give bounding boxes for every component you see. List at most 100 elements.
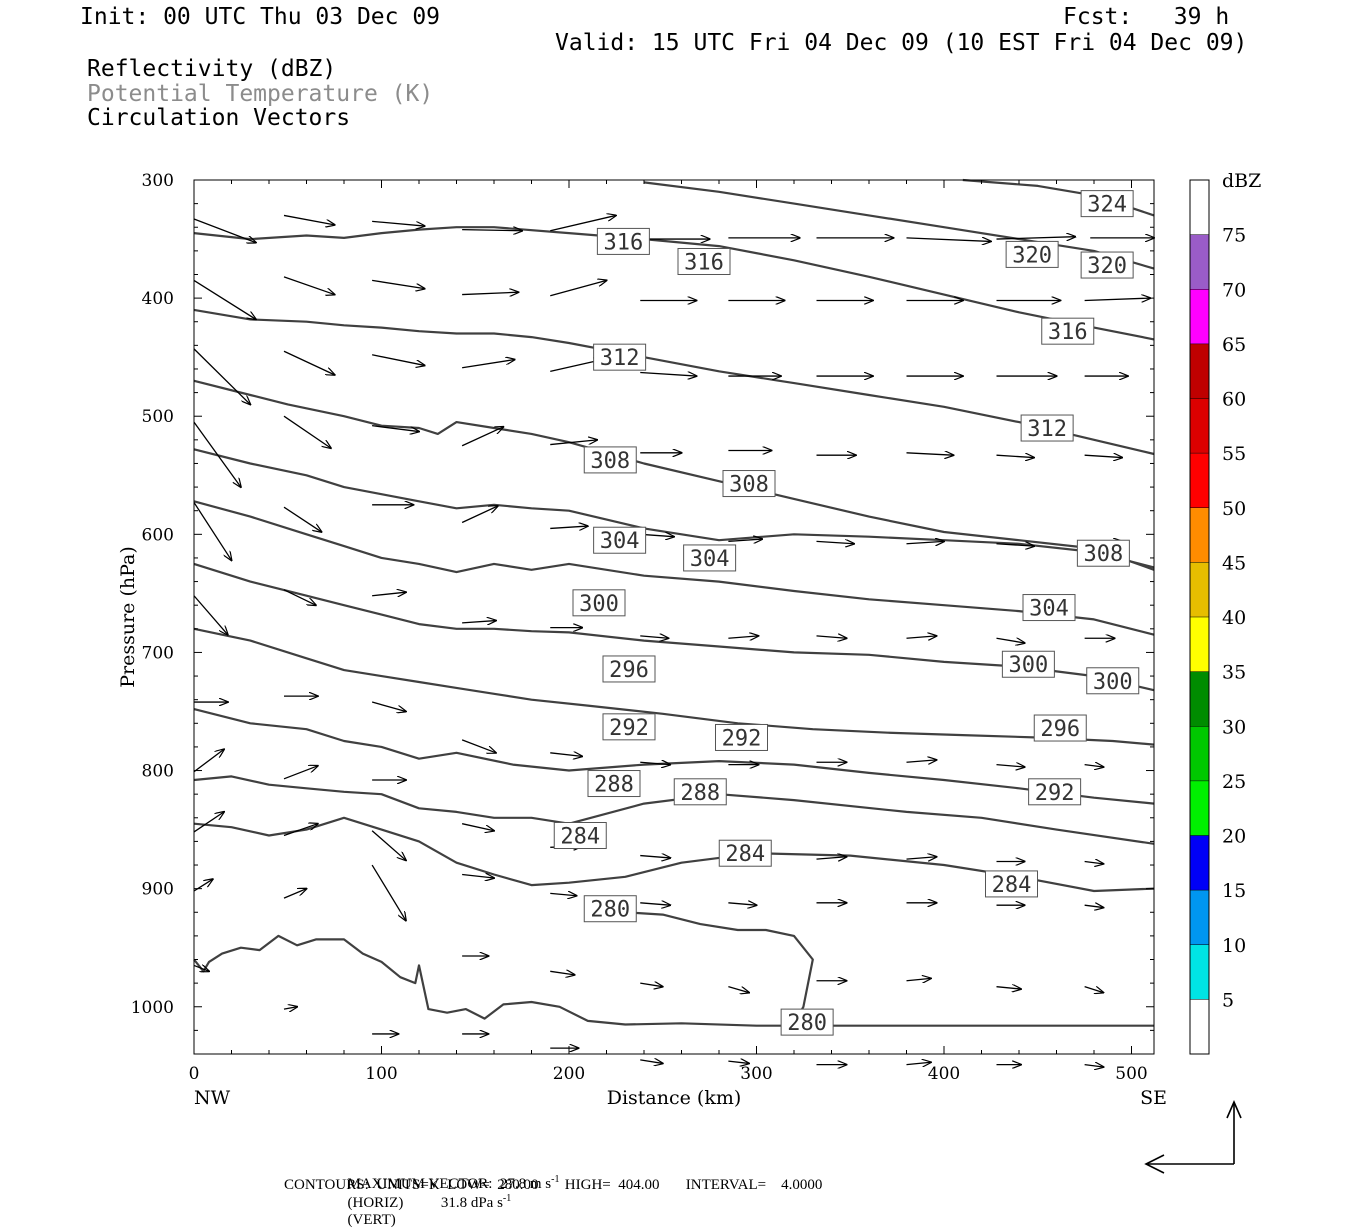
contour-label-box <box>715 723 768 751</box>
circulation-vector <box>462 621 496 623</box>
y-tick-label: 800 <box>142 762 174 782</box>
circulation-vector <box>193 879 213 892</box>
y-tick-label: 300 <box>142 171 174 191</box>
max-vector-vertical-suffix: (VERT) <box>347 1212 396 1228</box>
circulation-vector <box>996 638 1025 643</box>
circulation-vector <box>1084 905 1104 907</box>
contour-label: 284 <box>992 873 1032 898</box>
colorbar-swatch <box>1190 343 1209 399</box>
isentrope-316 <box>193 308 1155 456</box>
colorbar-label: 70 <box>1222 279 1246 301</box>
isentrope-292 <box>193 708 1155 805</box>
x-tick-label: 0 <box>189 1064 200 1084</box>
colorbar-swatch <box>1190 289 1209 344</box>
isentrope-280 <box>193 934 1154 1027</box>
colorbar-label: 45 <box>1222 552 1246 574</box>
circulation-vector <box>640 903 670 905</box>
circulation-vector <box>283 766 318 780</box>
circulation-vector <box>550 971 574 975</box>
colorbar-label: 65 <box>1222 334 1246 356</box>
circulation-vector <box>371 354 425 366</box>
circulation-vector <box>906 238 991 242</box>
colorbar-swatch <box>1190 999 1209 1054</box>
circulation-vector <box>372 279 425 288</box>
contour-label: 296 <box>609 658 649 683</box>
contour-label: 304 <box>600 529 640 554</box>
contour-label-box <box>572 589 626 617</box>
circulation-vector <box>640 762 670 764</box>
colorbar-swatch <box>1190 780 1209 836</box>
circulation-vector <box>1084 861 1104 863</box>
contour-label: 292 <box>609 716 649 741</box>
circulation-vector <box>371 701 406 711</box>
circulation-vector <box>550 753 582 757</box>
contour-label-box <box>1001 650 1055 678</box>
contour-label-box <box>780 1008 834 1036</box>
colorbar-label: 5 <box>1222 989 1234 1011</box>
isentrope-296 <box>193 627 1155 746</box>
circulation-vector <box>193 421 241 487</box>
contour-label-box <box>718 839 772 867</box>
circulation-vector <box>728 539 762 541</box>
circulation-vector <box>193 812 224 833</box>
contour-label: 320 <box>1087 254 1127 279</box>
contour-label: 316 <box>1048 320 1088 345</box>
x-left-label: NW <box>194 1087 231 1109</box>
colorbar-label: 10 <box>1222 935 1246 957</box>
circulation-vector <box>283 824 318 837</box>
field-potential-temperature: Potential Temperature (K) <box>87 81 434 107</box>
circulation-vector <box>1084 298 1151 300</box>
reference-vector-arrows <box>1144 1100 1242 1174</box>
isentrope-312 <box>193 379 1155 571</box>
contour-label: 308 <box>1084 542 1124 567</box>
init-time: Init: 00 UTC Thu 03 Dec 09 <box>80 4 441 30</box>
circulation-vector <box>640 1060 663 1064</box>
colorbar-label: 75 <box>1222 225 1246 247</box>
contour-label-box <box>1033 714 1087 742</box>
contour-label: 288 <box>594 773 634 798</box>
circulation-vector <box>906 978 931 980</box>
circulation-vector <box>996 544 1035 546</box>
colorbar-label: 40 <box>1222 607 1246 629</box>
max-vector-vertical: (HORIZ) 31.8 dPa s <box>347 1195 503 1211</box>
contour-label-box <box>1028 778 1082 806</box>
colorbar-swatch <box>1190 398 1209 454</box>
contour-label: 292 <box>722 726 762 751</box>
contour-label-box <box>587 770 641 798</box>
contour-label-box <box>593 526 647 554</box>
y-tick-label: 1000 <box>131 998 174 1018</box>
circulation-vector <box>996 987 1021 989</box>
contour-label-box <box>583 446 637 474</box>
circulation-vector <box>728 986 749 993</box>
y-tick-label: 700 <box>142 643 174 663</box>
contour-info-line: CONTOURS: UNITS=K LOW= 280.00 HIGH= 404.… <box>284 1177 823 1193</box>
contour-label-box <box>1005 240 1059 268</box>
colorbar-label: 30 <box>1222 716 1246 738</box>
colorbar-swatch <box>1190 234 1209 290</box>
contour-label: 300 <box>579 592 619 617</box>
isentrope-284 <box>193 816 1155 893</box>
isentrope-288 <box>193 775 1155 845</box>
circulation-vector <box>816 857 847 859</box>
contour-label: 280 <box>787 1011 827 1036</box>
field-circulation-vectors: Circulation Vectors <box>87 105 351 131</box>
circulation-vector <box>193 965 209 971</box>
circulation-vector <box>1084 1065 1104 1067</box>
circulation-vector <box>371 864 406 921</box>
plot-frame <box>193 179 1155 1055</box>
circulation-vector <box>372 220 425 226</box>
circulation-vector <box>283 276 335 295</box>
isentrope-308 <box>193 448 1155 569</box>
circulation-vector <box>461 823 494 831</box>
circulation-vector <box>550 893 576 895</box>
contour-label: 280 <box>590 898 630 923</box>
x-tick-label: 100 <box>365 1064 397 1084</box>
colorbar-label: 15 <box>1222 880 1246 902</box>
circulation-vector <box>372 425 419 432</box>
circulation-vector <box>640 373 696 377</box>
contour-label-box <box>602 655 656 683</box>
contour-label-box <box>673 778 727 806</box>
circulation-vector <box>906 453 954 455</box>
x-tick-label: 300 <box>740 1064 772 1084</box>
contour-label-box <box>1080 190 1134 218</box>
